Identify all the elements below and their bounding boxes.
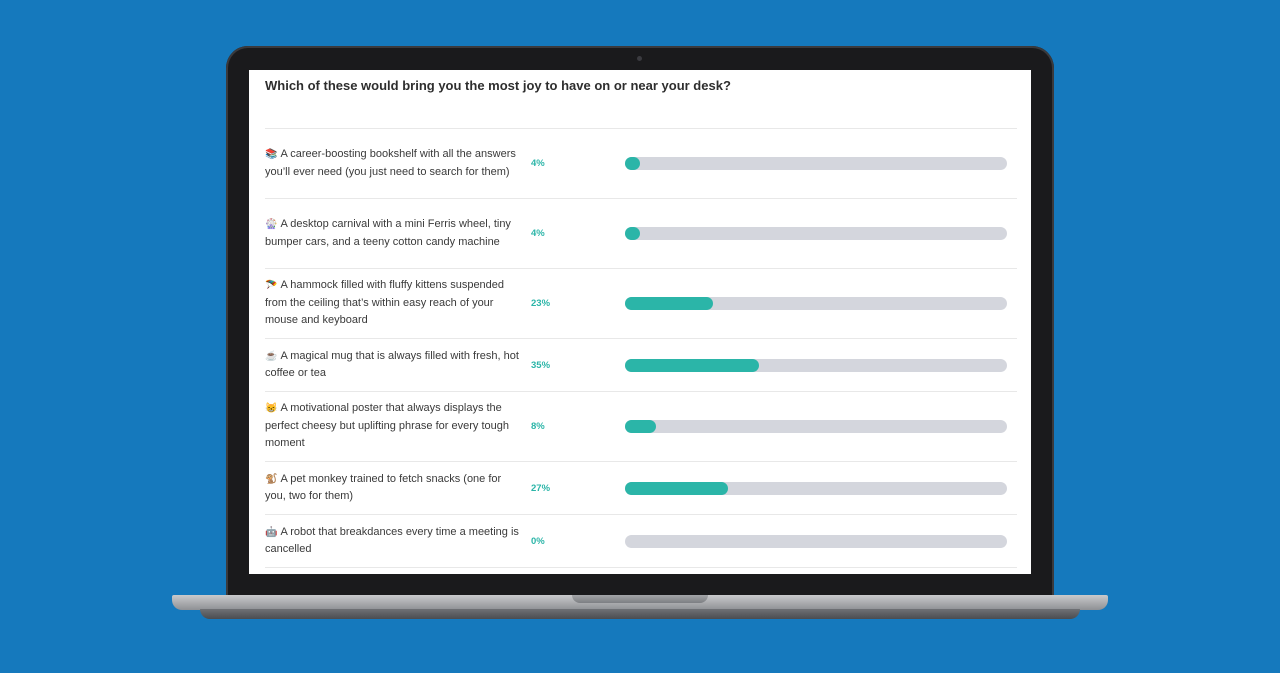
option-label: 😸 A motivational poster that always displ… [265, 400, 519, 453]
option-label: ☕ A magical mug that is always filled wit… [265, 348, 519, 383]
option-percent: 23% [531, 298, 551, 309]
poll-question: Which of these would bring you the most … [265, 78, 731, 93]
divider [265, 567, 1017, 568]
option-text: A robot that breakdances every time a me… [265, 525, 519, 556]
option-label: 📚 A career-boosting bookshelf with all th… [265, 146, 519, 181]
poll-option: 🤖 A robot that breakdances every time a m… [265, 514, 1017, 567]
webcam [637, 56, 642, 61]
option-text: A pet monkey trained to fetch snacks (on… [265, 472, 502, 503]
monkey-icon: 🐒 [265, 473, 278, 485]
poll-option: 😸 A motivational poster that always displ… [265, 391, 1017, 461]
progress-fill [625, 481, 729, 495]
screen: Which of these would bring you the most … [249, 70, 1031, 574]
option-percent: 4% [531, 228, 545, 239]
option-percent: 0% [531, 535, 545, 547]
progress-fill [625, 227, 641, 240]
progress-track [625, 157, 1007, 170]
poll-results-list: 📚 A career-boosting bookshelf with all th… [265, 128, 1017, 568]
poll-option: 📚 A career-boosting bookshelf with all th… [265, 128, 1017, 198]
poll-option: 🐒 A pet monkey trained to fetch snacks (o… [265, 461, 1017, 514]
progress-track [625, 420, 1007, 433]
laptop-base-underside [200, 609, 1080, 619]
progress-fill [625, 297, 713, 310]
option-text: A desktop carnival with a mini Ferris wh… [265, 218, 511, 248]
poll-option: ☕ A magical mug that is always filled wit… [265, 338, 1017, 391]
progress-fill [625, 420, 656, 433]
robot-icon: 🤖 [265, 526, 278, 538]
progress-track [625, 227, 1007, 240]
poll-option: 🎡 A desktop carnival with a mini Ferris w… [265, 198, 1017, 268]
laptop-notch [572, 595, 708, 603]
progress-track [625, 534, 1007, 548]
option-percent: 27% [531, 482, 551, 494]
option-label: 🎡 A desktop carnival with a mini Ferris w… [265, 216, 519, 251]
option-percent: 35% [531, 359, 551, 371]
progress-track [625, 481, 1007, 495]
option-text: A career-boosting bookshelf with all the… [265, 148, 516, 178]
books-icon: 📚 [265, 149, 278, 160]
option-text: A hammock filled with fluffy kittens sus… [265, 279, 505, 327]
ferris-wheel-icon: 🎡 [265, 219, 278, 230]
option-text: A magical mug that is always filled with… [265, 349, 519, 380]
option-percent: 4% [531, 158, 545, 169]
parachute-icon: 🪂 [265, 280, 278, 292]
progress-track [625, 358, 1007, 372]
progress-fill [625, 157, 641, 170]
option-percent: 8% [531, 421, 545, 432]
poll-option: 🪂 A hammock filled with fluffy kittens su… [265, 268, 1017, 338]
option-text: A motivational poster that always displa… [265, 402, 509, 450]
progress-fill [625, 358, 759, 372]
coffee-icon: ☕ [265, 350, 278, 362]
option-label: 🤖 A robot that breakdances every time a m… [265, 524, 519, 559]
progress-track [625, 297, 1007, 310]
option-label: 🐒 A pet monkey trained to fetch snacks (o… [265, 471, 519, 506]
option-label: 🪂 A hammock filled with fluffy kittens su… [265, 277, 519, 330]
cat-face-icon: 😸 [265, 403, 278, 415]
